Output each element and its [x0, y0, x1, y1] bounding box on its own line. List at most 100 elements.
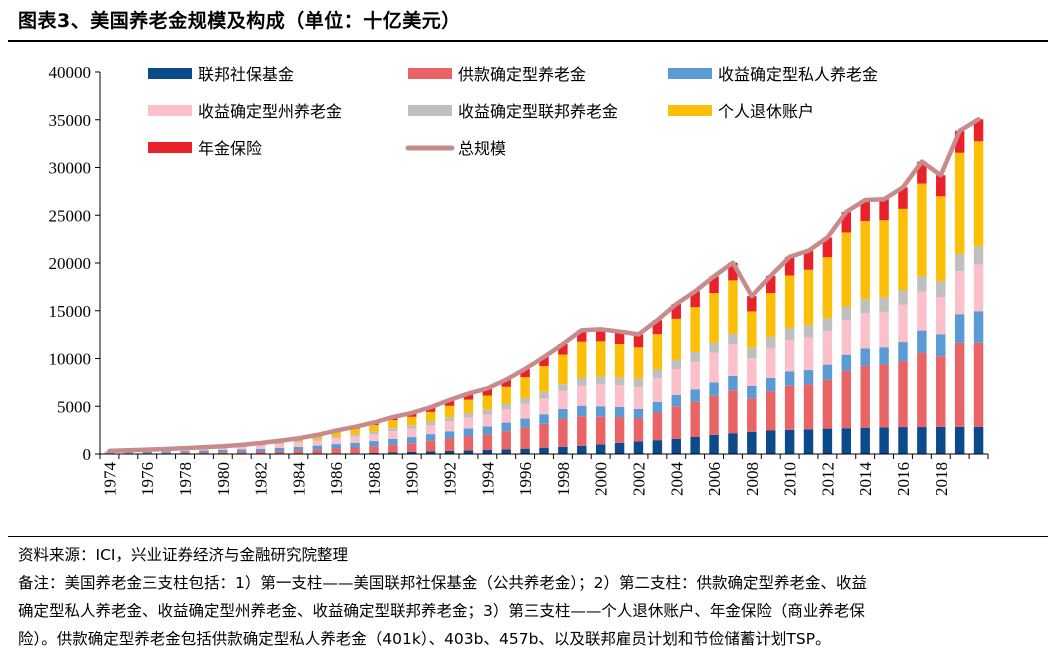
bar-segment-1993-s6 — [463, 393, 474, 400]
bar-segment-1997-s1 — [539, 423, 549, 448]
bar-segment-1996-s6 — [520, 368, 530, 378]
bar-segment-2002-s3 — [633, 386, 644, 409]
x-tick-label: 1978 — [176, 462, 195, 496]
bar-segment-2010-s3 — [784, 339, 795, 372]
bar-segment-2014-s4 — [860, 299, 870, 314]
bar-segment-1997-s6 — [539, 356, 549, 367]
bar-segment-2005-s4 — [690, 352, 700, 362]
bar-segment-2009-s5 — [766, 292, 776, 337]
bar-segment-1998-s5 — [558, 354, 568, 385]
bar-segment-2019-s3 — [954, 271, 965, 315]
x-tick-label: 2014 — [856, 462, 875, 497]
bar-segment-1995-s6 — [501, 379, 511, 387]
bar-segment-1995-s0 — [501, 449, 511, 454]
bar-segment-2004-s4 — [671, 359, 681, 369]
bar-segment-1988-s5 — [369, 424, 379, 432]
bar-segment-1982-s3 — [255, 445, 266, 449]
bar-segment-1983-s4 — [274, 443, 285, 445]
bar-segment-2010-s2 — [784, 371, 795, 386]
bar-segment-1988-s3 — [369, 434, 379, 442]
bar-segment-2013-s3 — [841, 320, 852, 355]
bar-segment-2008-s2 — [747, 385, 757, 399]
bar-segment-1996-s0 — [520, 448, 530, 454]
bar-segment-1993-s1 — [463, 436, 474, 451]
bar-segment-1994-s4 — [482, 409, 493, 415]
bar-segment-2015-s2 — [879, 347, 889, 365]
y-tick-label: 25000 — [49, 206, 92, 225]
bar-segment-2007-s2 — [728, 375, 738, 391]
bar-segment-1982-s1 — [255, 451, 266, 454]
bar-segment-2005-s0 — [690, 437, 700, 454]
bar-segment-2001-s5 — [614, 343, 625, 378]
y-tick-label: 10000 — [49, 350, 92, 369]
source-line: 资料来源：ICI，兴业证券经济与金融研究院整理 — [18, 546, 348, 564]
x-tick-label: 1976 — [138, 462, 157, 496]
bar-segment-2002-s4 — [633, 378, 644, 387]
bar-segment-1992-s5 — [444, 405, 455, 418]
bar-segment-2005-s1 — [690, 401, 700, 437]
x-tick-label: 2000 — [592, 462, 611, 496]
bar-segment-2007-s5 — [728, 280, 738, 334]
bar-segment-2012-s4 — [822, 318, 833, 332]
x-tick-label: 1994 — [478, 462, 497, 497]
bar-segment-2005-s5 — [690, 307, 700, 352]
bar-segment-1998-s3 — [558, 390, 568, 410]
bar-segment-2006-s4 — [709, 342, 719, 353]
bar-segment-2006-s6 — [709, 276, 719, 294]
bar-segment-2003-s1 — [652, 412, 663, 441]
bar-segment-1985-s1 — [312, 449, 322, 454]
bar-segment-1984-s3 — [293, 442, 304, 447]
bar-segment-2019-s1 — [954, 342, 965, 427]
bar-segment-2015-s5 — [879, 220, 889, 298]
legend-swatch — [148, 68, 192, 79]
bar-segment-1993-s4 — [463, 413, 474, 418]
bar-segment-1985-s2 — [312, 445, 322, 450]
x-tick-label: 1988 — [365, 462, 384, 496]
bar-segment-2012-s1 — [822, 379, 833, 429]
chart-axes: 0 5000 10000 15000 20000 25000 30000 35000 40000… — [49, 63, 989, 496]
bar-segment-1995-s4 — [501, 403, 511, 410]
bar-segment-2002-s2 — [633, 408, 644, 419]
bar-segment-1993-s0 — [463, 450, 474, 454]
bar-segment-1980-s3 — [218, 447, 228, 450]
bar-segment-2018-s0 — [936, 426, 946, 454]
bar-segment-1990-s3 — [407, 428, 417, 438]
bar-segment-2009-s4 — [766, 336, 776, 349]
bar-segment-1984-s4 — [293, 441, 304, 443]
notes-block: 资料来源：ICI，兴业证券经济与金融研究院整理 备注：美国养老金三支柱包括：1）… — [18, 541, 1048, 653]
bar-segment-2012-s3 — [822, 331, 833, 365]
bar-segment-2006-s3 — [709, 352, 719, 383]
bar-segment-2009-s2 — [766, 377, 776, 392]
bar-segment-2000-s6 — [595, 329, 606, 342]
legend-swatch — [408, 68, 452, 79]
bar-segment-2017-s2 — [917, 330, 927, 353]
x-tick-label: 1980 — [214, 462, 233, 496]
y-tick-label: 40000 — [49, 63, 92, 82]
bar-segment-2005-s2 — [690, 389, 700, 402]
bar-segment-1991-s5 — [425, 411, 436, 422]
bar-segment-2005-s6 — [690, 291, 700, 308]
bar-segment-2006-s5 — [709, 293, 719, 343]
bar-segment-2016-s6 — [898, 187, 908, 209]
bar-segment-2016-s2 — [898, 342, 908, 362]
bar-segment-2020-s5 — [973, 141, 984, 247]
bar-segment-2010-s4 — [784, 328, 795, 340]
bar-segment-1983-s1 — [274, 451, 285, 454]
bar-segment-2012-s0 — [822, 428, 833, 454]
bar-segment-1994-s1 — [482, 434, 493, 450]
bar-segment-1999-s3 — [577, 385, 587, 406]
bar-segment-1991-s1 — [425, 440, 436, 452]
bar-segment-2004-s1 — [671, 406, 681, 439]
bar-segment-2000-s3 — [595, 384, 606, 407]
bar-segment-2003-s2 — [652, 401, 663, 413]
bar-segment-1985-s3 — [312, 440, 322, 446]
bar-segment-2015-s4 — [879, 297, 889, 312]
x-tick-label: 2018 — [932, 462, 951, 496]
bar-segment-2004-s3 — [671, 369, 681, 395]
legend-item: 总规模 — [405, 139, 506, 158]
bar-segment-1997-s4 — [539, 391, 549, 399]
bar-segment-2004-s0 — [671, 438, 681, 454]
bar-segment-2020-s2 — [973, 311, 984, 343]
bar-segment-2015-s3 — [879, 311, 889, 348]
